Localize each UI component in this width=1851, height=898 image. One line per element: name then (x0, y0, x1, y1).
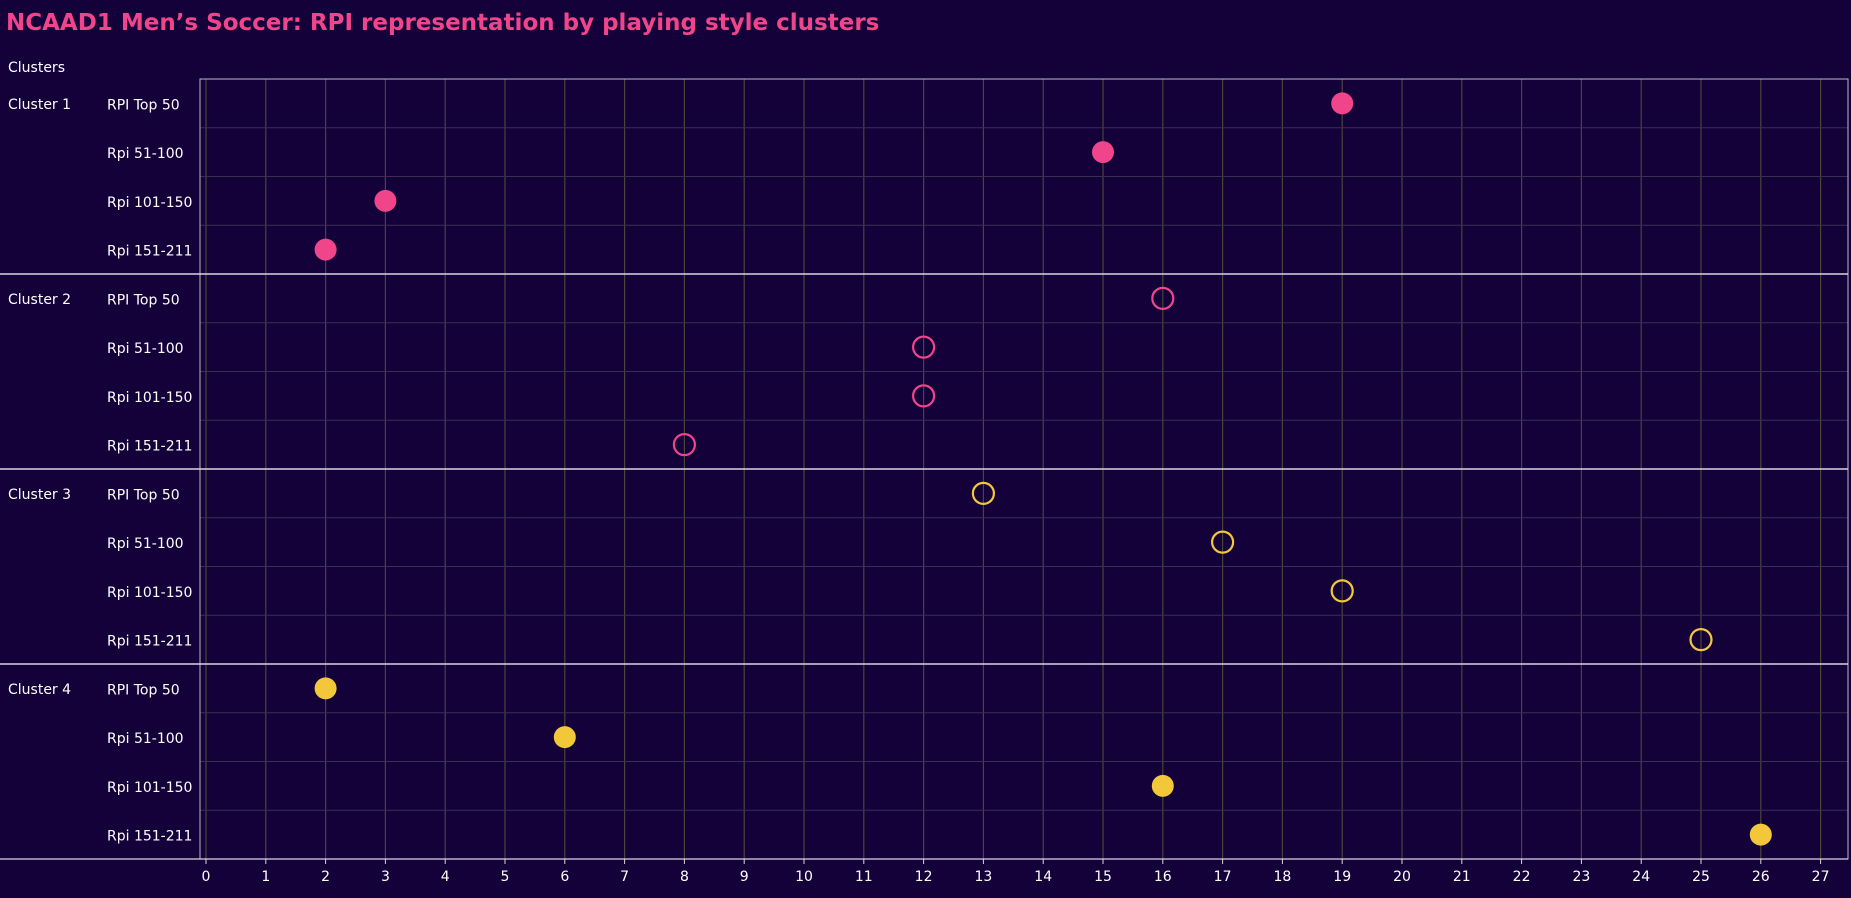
x-tick-label: 14 (1034, 869, 1052, 885)
rpi-row-label: RPI Top 50 (107, 682, 180, 698)
data-point (1210, 530, 1235, 554)
data-point (1151, 286, 1175, 310)
data-point (1092, 141, 1114, 164)
x-tick-label: 15 (1094, 869, 1112, 885)
x-tick-label: 6 (560, 869, 569, 885)
data-point (314, 677, 337, 700)
rpi-row-label: Rpi 51-100 (107, 731, 184, 747)
x-tick-label: 2 (321, 869, 330, 885)
rpi-row-label: Rpi 51-100 (107, 146, 184, 162)
x-tick-label: 3 (381, 869, 390, 885)
row-labels: Cluster 1 RPI Top 50 Rpi 51-100 Rpi 101-150… (8, 97, 192, 845)
x-tick-label: 24 (1632, 869, 1650, 885)
x-tick-label: 26 (1752, 869, 1770, 885)
x-tick-label: 17 (1214, 869, 1232, 885)
x-tick-label: 4 (441, 869, 450, 885)
chart-title: NCAAD1 Men’s Soccer: RPI representation … (6, 10, 880, 36)
rpi-row-label: Rpi 151-211 (107, 439, 192, 455)
x-tick-label: 20 (1393, 869, 1411, 885)
x-tick-label: 23 (1572, 869, 1590, 885)
rpi-row-label: Rpi 151-211 (107, 244, 192, 260)
rpi-row-label: RPI Top 50 (107, 487, 180, 503)
data-point (911, 335, 936, 359)
x-tick-label: 0 (202, 869, 211, 885)
rpi-row-label: Rpi 151-211 (107, 634, 192, 650)
x-tick-label: 9 (740, 869, 749, 885)
rpi-row-label: RPI Top 50 (107, 292, 180, 308)
rpi-row-label: Rpi 101-150 (107, 585, 192, 601)
x-tick-label: 13 (974, 869, 992, 885)
rpi-row-label: Rpi 101-150 (107, 195, 192, 211)
rpi-row-label: Rpi 151-211 (107, 829, 192, 845)
x-tick-label: 8 (680, 869, 689, 885)
x-tick-label: 1 (261, 869, 270, 885)
x-tick-label: 22 (1513, 869, 1531, 885)
x-tick-label: 25 (1692, 869, 1710, 885)
x-tick-label: 27 (1812, 869, 1830, 885)
x-tick-label: 18 (1273, 869, 1291, 885)
data-point (374, 189, 397, 212)
x-tick-label: 19 (1333, 869, 1351, 885)
rpi-row-label: RPI Top 50 (107, 97, 180, 113)
x-axis-ticks: 0 1 2 3 4 5 6 7 8 9 10 11 12 13 14 15 16 17 18 19 20 21 22 23 24… (202, 859, 1830, 885)
data-point (553, 726, 576, 749)
data-point (911, 384, 936, 408)
data-point (314, 238, 337, 261)
data-point (1151, 774, 1174, 797)
data-point (1689, 628, 1713, 652)
cluster-label: Cluster 4 (8, 682, 71, 698)
rpi-row-label: Rpi 51-100 (107, 341, 184, 357)
data-point (672, 433, 697, 457)
cluster-label: Cluster 3 (8, 487, 71, 503)
clusters-column-header: Clusters (8, 60, 65, 76)
cluster-label: Cluster 2 (8, 292, 71, 308)
x-tick-label: 7 (620, 869, 629, 885)
data-point (971, 481, 996, 505)
x-tick-label: 5 (501, 869, 510, 885)
x-tick-label: 11 (855, 869, 873, 885)
x-tick-label: 12 (915, 869, 933, 885)
data-point (1749, 823, 1772, 846)
rpi-row-label: Rpi 101-150 (107, 780, 192, 796)
x-tick-label: 10 (795, 869, 813, 885)
cluster-label: Cluster 1 (8, 97, 71, 113)
data-point (1330, 579, 1354, 603)
x-tick-label: 16 (1154, 869, 1172, 885)
data-point (1331, 92, 1354, 115)
x-tick-label: 21 (1453, 869, 1471, 885)
data-points (314, 92, 1772, 846)
rpi-row-label: Rpi 51-100 (107, 536, 184, 552)
rpi-row-label: Rpi 101-150 (107, 390, 192, 406)
